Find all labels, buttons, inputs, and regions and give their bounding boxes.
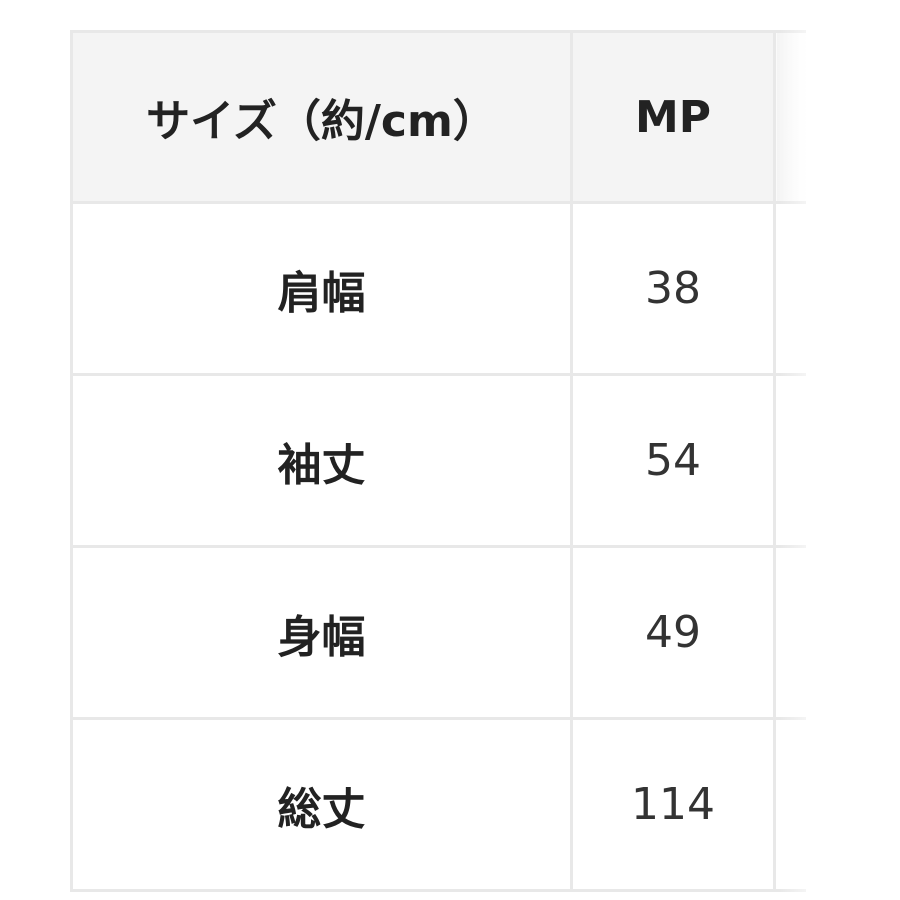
- row-value: 114: [570, 717, 776, 892]
- row-value: 38: [570, 201, 776, 376]
- right-fade-overlay: [780, 20, 900, 900]
- header-size: サイズ（約/cm）: [70, 30, 573, 204]
- row-label: 袖丈: [70, 373, 573, 548]
- header-mp: MP: [570, 30, 776, 204]
- table-row: 身幅 49: [70, 545, 806, 720]
- row-label: 肩幅: [70, 201, 573, 376]
- header-row: サイズ（約/cm） MP: [70, 30, 806, 204]
- table-row: 袖丈 54: [70, 373, 806, 548]
- row-value: 49: [570, 545, 776, 720]
- row-value: 54: [570, 373, 776, 548]
- row-label: 身幅: [70, 545, 573, 720]
- table-row: 肩幅 38: [70, 201, 806, 376]
- size-table: サイズ（約/cm） MP 肩幅 38 袖丈 54 身幅 49 総丈 114: [70, 30, 806, 892]
- table-row: 総丈 114: [70, 717, 806, 892]
- row-label: 総丈: [70, 717, 573, 892]
